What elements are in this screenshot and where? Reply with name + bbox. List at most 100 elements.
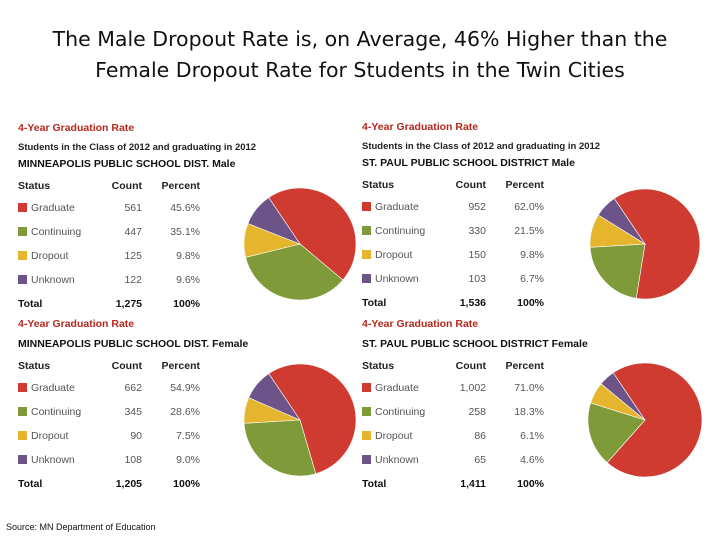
status-label: Continuing — [31, 226, 82, 238]
count-cell: 108 — [124, 454, 142, 466]
cell-spacer — [142, 220, 160, 244]
status-label: Continuing — [31, 406, 82, 418]
percent-cell: 6.7% — [520, 273, 544, 285]
status-label: Unknown — [31, 454, 75, 466]
status-cell: Dropout — [362, 243, 450, 267]
total-label: Total — [18, 478, 43, 490]
legend-swatch-graduate — [362, 383, 371, 392]
slide-title: The Male Dropout Rate is, on Average, 46… — [0, 24, 720, 86]
header-count: Count — [455, 179, 486, 191]
cell-spacer — [486, 448, 504, 472]
cell-spacer — [142, 196, 160, 220]
count-cell: 125 — [124, 250, 142, 262]
table-header-row: Status Count Percent — [362, 175, 544, 195]
table-row-continuing: Continuing 258 18.3% — [362, 400, 544, 424]
cell-spacer — [142, 448, 160, 472]
chart-panel-minneapolis-public-school-dist-male: 4-Year Graduation Rate Students in the Cl… — [18, 122, 256, 316]
count-cell: 150 — [468, 249, 486, 261]
header-status: Status — [362, 179, 395, 191]
status-label: Dropout — [375, 249, 413, 261]
status-label: Unknown — [375, 273, 419, 285]
legend-swatch-continuing — [18, 227, 27, 236]
table-row-unknown: Unknown 122 9.6% — [18, 268, 200, 292]
legend-swatch-dropout — [18, 251, 27, 260]
count-cell: 447 — [124, 226, 142, 238]
legend-swatch-dropout — [362, 250, 371, 259]
count-cell: 65 — [474, 454, 486, 466]
data-table: Status Count Percent Graduate 952 62.0% Contin… — [362, 175, 544, 315]
legend-swatch-graduate — [18, 203, 27, 212]
count-cell: 330 — [468, 225, 486, 237]
total-percent: 100% — [173, 298, 200, 310]
percent-cell: 9.8% — [176, 250, 200, 262]
percent-cell: 9.8% — [520, 249, 544, 261]
percent-cell: 45.6% — [170, 202, 200, 214]
count-cell: 1,002 — [459, 382, 486, 394]
chart-panel-st-paul-public-school-district-male: 4-Year Graduation Rate Students in the Cl… — [362, 121, 600, 315]
cell-spacer — [486, 291, 504, 315]
legend-swatch-unknown — [18, 455, 27, 464]
status-cell: Continuing — [362, 400, 450, 424]
status-label: Graduate — [375, 201, 419, 213]
legend-swatch-unknown — [362, 274, 371, 283]
status-cell: Unknown — [18, 268, 106, 292]
count-cell: 345 — [124, 406, 142, 418]
status-label: Dropout — [31, 430, 69, 442]
cell-spacer — [486, 400, 504, 424]
percent-cell: 4.6% — [520, 454, 544, 466]
panel-title: 4-Year Graduation Rate — [362, 121, 479, 133]
pie-chart-st-paul-public-school-district-male — [589, 188, 701, 300]
table-row-graduate: Graduate 1,002 71.0% — [362, 376, 544, 400]
status-label: Dropout — [31, 250, 69, 262]
percent-cell: 18.3% — [514, 406, 544, 418]
percent-cell: 9.0% — [176, 454, 200, 466]
header-count: Count — [111, 180, 142, 192]
pie-chart-st-paul-public-school-district-female — [587, 362, 703, 478]
cell-spacer — [486, 219, 504, 243]
header-spacer — [486, 356, 504, 376]
cell-spacer — [142, 400, 160, 424]
status-cell: Graduate — [18, 196, 106, 220]
count-cell: 561 — [124, 202, 142, 214]
status-label: Continuing — [375, 225, 426, 237]
header-status: Status — [18, 180, 51, 192]
pie-chart-minneapolis-public-school-dist-male — [243, 187, 357, 301]
cell-spacer — [486, 472, 504, 496]
percent-cell: 62.0% — [514, 201, 544, 213]
table-row-unknown: Unknown 65 4.6% — [362, 448, 544, 472]
table-total-row: Total 1,205 100% — [18, 472, 200, 496]
table-row-dropout: Dropout 90 7.5% — [18, 424, 200, 448]
table-row-graduate: Graduate 561 45.6% — [18, 196, 200, 220]
status-label: Dropout — [375, 430, 413, 442]
total-count: 1,536 — [459, 297, 486, 309]
count-cell: 952 — [468, 201, 486, 213]
source-note: Source: MN Department of Education — [6, 522, 156, 532]
table-header-row: Status Count Percent — [18, 356, 200, 376]
pie-slice-continuing — [587, 402, 646, 464]
status-cell: Unknown — [362, 448, 450, 472]
data-table: Status Count Percent Graduate 561 45.6% Contin… — [18, 176, 200, 316]
district-name: ST. PAUL PUBLIC SCHOOL DISTRICT Female — [362, 338, 588, 350]
cell-spacer — [486, 243, 504, 267]
status-cell: Dropout — [362, 424, 450, 448]
chart-panel-st-paul-public-school-district-female: 4-Year Graduation Rate ST. PAUL PUBLIC SC… — [362, 318, 588, 496]
count-cell: 122 — [124, 274, 142, 286]
count-cell: 103 — [468, 273, 486, 285]
status-cell: Graduate — [362, 195, 450, 219]
status-label: Unknown — [31, 274, 75, 286]
pie-slice-continuing — [589, 243, 646, 299]
cell-spacer — [142, 268, 160, 292]
status-label: Graduate — [375, 382, 419, 394]
total-percent: 100% — [517, 297, 544, 309]
legend-swatch-graduate — [18, 383, 27, 392]
district-name: MINNEAPOLIS PUBLIC SCHOOL DIST. Female — [18, 338, 249, 350]
status-cell: Unknown — [362, 267, 450, 291]
status-label: Graduate — [31, 382, 75, 394]
table-row-unknown: Unknown 108 9.0% — [18, 448, 200, 472]
status-cell: Dropout — [18, 244, 106, 268]
status-cell: Continuing — [362, 219, 450, 243]
pie-slice-graduate — [268, 363, 357, 475]
legend-swatch-unknown — [18, 275, 27, 284]
total-count: 1,205 — [115, 478, 142, 490]
header-spacer — [142, 176, 160, 196]
